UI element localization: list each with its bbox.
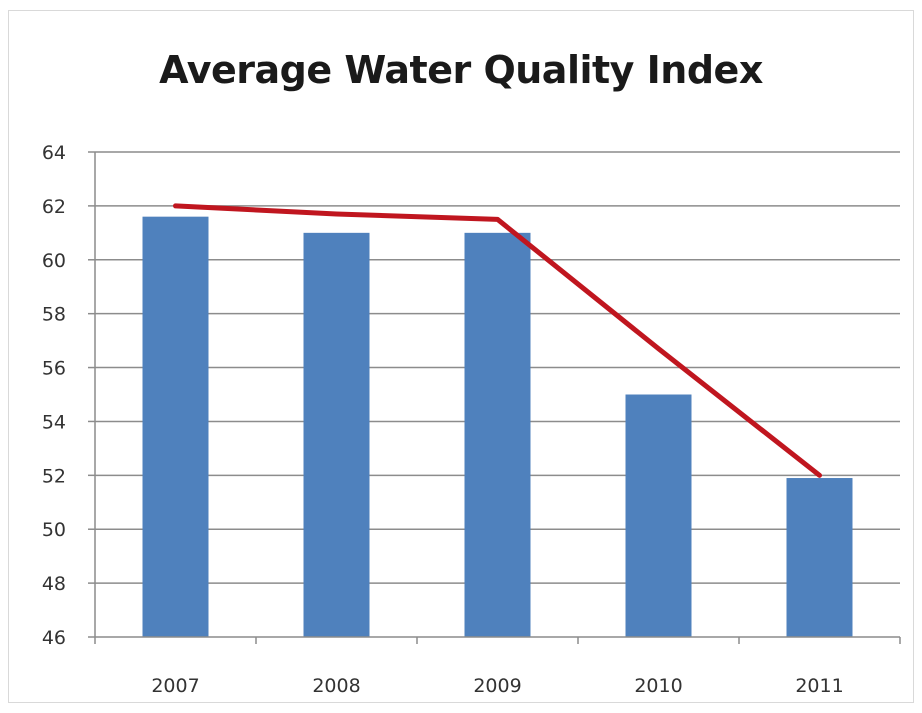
y-tick-label: 54 [42,411,66,433]
x-tick-label: 2009 [473,675,521,697]
x-tick-labels: 2007 2008 2009 2010 2011 [151,675,843,697]
y-tick-label: 50 [42,519,66,541]
bar-2011 [786,478,853,637]
bar-2009 [464,232,531,638]
x-tick-label: 2008 [312,675,360,697]
trend-line [173,203,822,478]
y-tick-label: 56 [42,358,66,380]
bar-2010 [625,394,692,637]
y-tick-label: 62 [42,196,66,218]
chart-title: Average Water Quality Index [159,48,763,92]
y-tick-label: 64 [42,142,66,164]
axes [94,152,901,644]
bars [142,216,853,638]
y-tick-label: 46 [42,627,66,649]
y-tick-labels: 46 48 50 52 54 56 58 60 62 64 [42,142,66,649]
y-tick-label: 48 [42,573,66,595]
y-tick-label: 60 [42,250,66,272]
x-tick-label: 2007 [151,675,199,697]
trend-line-path [173,203,822,478]
x-tick-label: 2010 [634,675,682,697]
bar-2007 [142,216,209,637]
x-tick-label: 2011 [795,675,843,697]
y-tick-label: 52 [42,465,66,487]
y-tick-label: 58 [42,304,66,326]
bar-2008 [303,232,370,638]
